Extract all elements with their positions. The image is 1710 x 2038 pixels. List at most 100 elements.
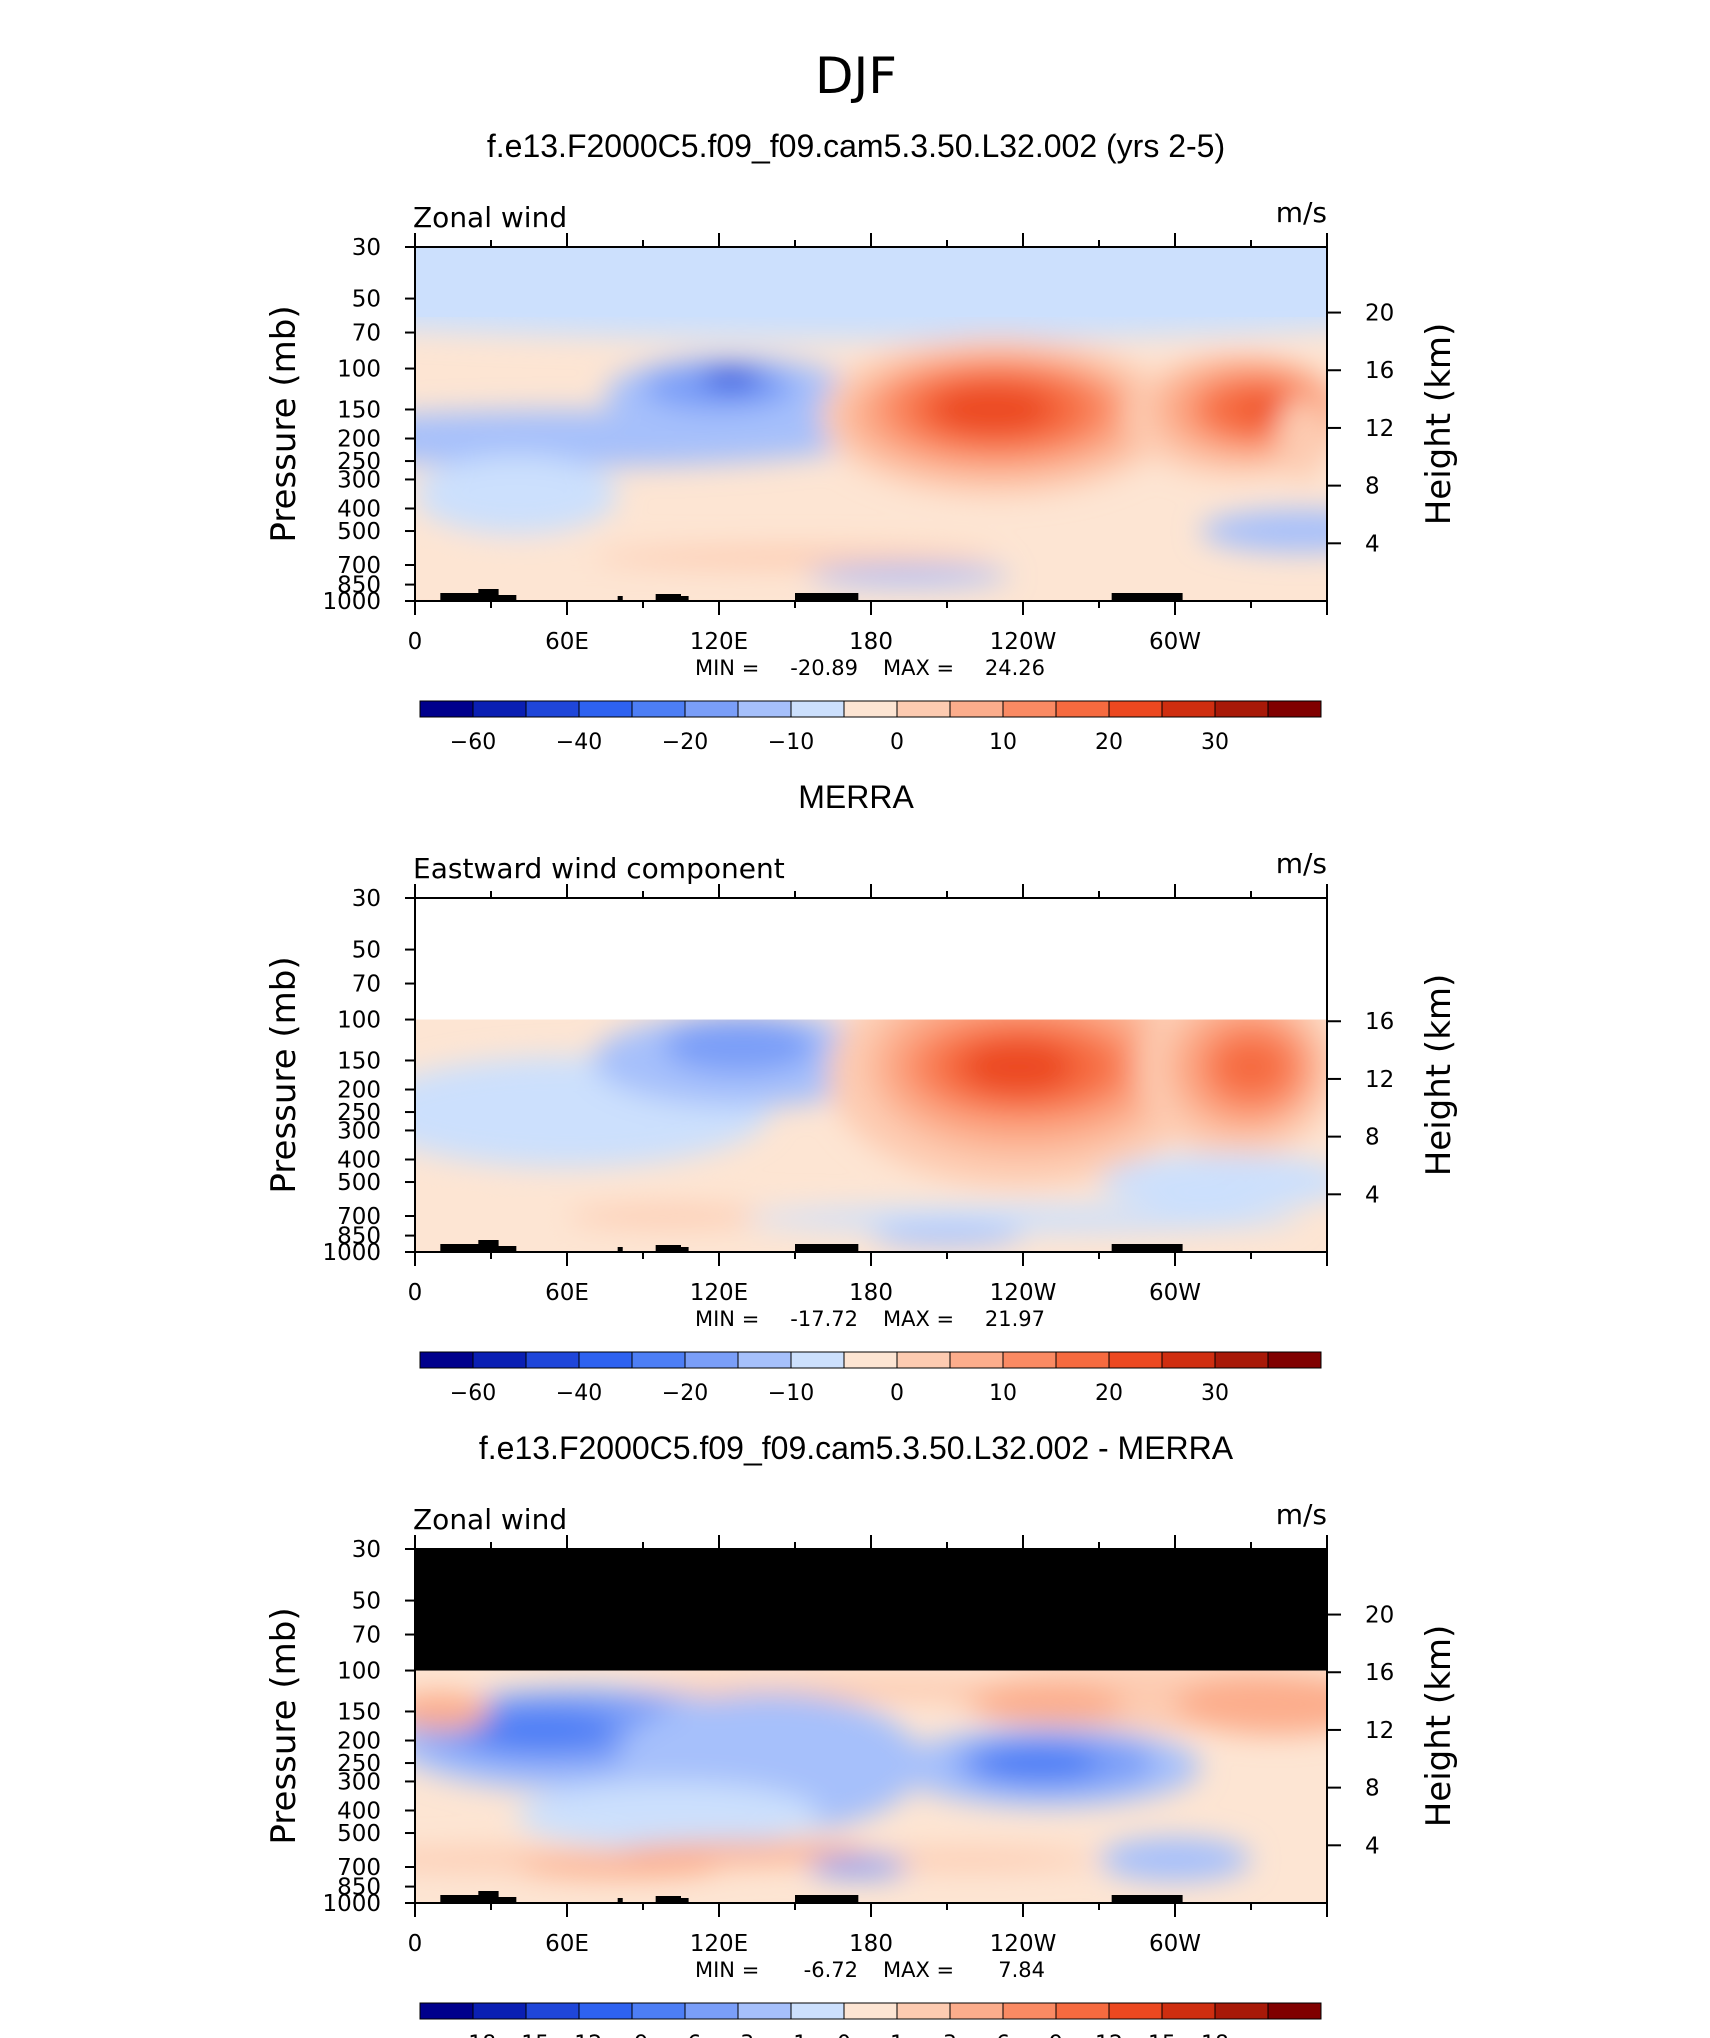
- contour-region: [962, 1040, 1074, 1094]
- x-tick-label: 120W: [990, 1931, 1057, 1957]
- colorbar-label: 0: [890, 1381, 904, 1406]
- colorbar-label: −18: [450, 2032, 496, 2038]
- x-tick-label: 180: [849, 629, 893, 655]
- colorbar-label: −10: [768, 730, 814, 755]
- colorbar-swatch: [737, 2002, 792, 2020]
- topography: [1111, 593, 1183, 601]
- x-tick-label: 0: [408, 1931, 423, 1957]
- colorbar-label: 0: [890, 730, 904, 755]
- colorbar-label: 15: [1148, 2032, 1176, 2038]
- colorbar-swatch: [1267, 700, 1322, 718]
- colorbar-swatch: [1214, 2002, 1269, 2020]
- y-tick-label: 700: [337, 1855, 381, 1881]
- height-tick-label: 12: [1365, 416, 1394, 442]
- y-tick-label: 200: [337, 1729, 381, 1755]
- missing-data-region: [415, 898, 1327, 1020]
- min-value: -20.89: [790, 656, 858, 680]
- y-axis-label: Pressure (mb): [264, 305, 304, 542]
- colorbar-swatch: [737, 1351, 792, 1369]
- colorbar-swatch: [631, 700, 686, 718]
- colorbar-swatch: [472, 1351, 527, 1369]
- colorbar-label: −15: [503, 2032, 549, 2038]
- colorbar-label: −60: [450, 1381, 496, 1406]
- right-axis-label: Height (km): [1419, 974, 1459, 1177]
- height-tick-label: 20: [1365, 1603, 1394, 1629]
- colorbar-swatch: [525, 1351, 580, 1369]
- colorbar-label: −60: [450, 730, 496, 755]
- y-tick-label: 70: [352, 972, 381, 998]
- colorbar-swatch: [949, 700, 1004, 718]
- topography: [491, 1897, 517, 1903]
- variable-label: Eastward wind component: [413, 852, 785, 885]
- colorbar-label: 9: [1049, 2032, 1063, 2038]
- colorbar-swatch: [1161, 2002, 1216, 2020]
- colorbar-swatch: [1161, 700, 1216, 718]
- y-tick-label: 400: [337, 496, 381, 522]
- x-tick-label: 120W: [990, 629, 1057, 655]
- units-label: m/s: [1276, 847, 1327, 880]
- contour-region: [931, 385, 1054, 434]
- colorbar-swatch: [684, 2002, 739, 2020]
- y-axis-label: Pressure (mb): [264, 956, 304, 1193]
- contour-region: [465, 1709, 618, 1750]
- height-tick-label: 16: [1365, 1009, 1394, 1035]
- contour-region: [1243, 399, 1284, 420]
- x-tick-label: 120E: [690, 1280, 748, 1306]
- height-tick-label: 8: [1365, 1776, 1380, 1802]
- topography: [673, 596, 689, 601]
- colorbar-swatch: [578, 700, 633, 718]
- topography: [795, 593, 859, 601]
- y-tick-label: 200: [337, 1078, 381, 1104]
- y-tick-label: 400: [337, 1798, 381, 1824]
- colorbar-swatch: [1108, 2002, 1163, 2020]
- panel-title: f.e13.F2000C5.f09_f09.cam5.3.50.L32.002 …: [479, 1430, 1234, 1466]
- contour-region: [845, 1849, 1099, 1870]
- colorbar-swatch: [1055, 700, 1110, 718]
- contour-region: [1099, 1153, 1327, 1211]
- y-tick-label: 850: [337, 1224, 381, 1250]
- colorbar-swatch: [1267, 1351, 1322, 1369]
- y-tick-label: 700: [337, 1204, 381, 1230]
- max-label: MAX =: [883, 1958, 954, 1982]
- y-tick-label: 500: [337, 1170, 381, 1196]
- colorbar-swatch: [419, 2002, 474, 2020]
- y-axis-label: Pressure (mb): [264, 1607, 304, 1844]
- height-tick-label: 12: [1365, 1067, 1394, 1093]
- x-tick-label: 0: [408, 1280, 423, 1306]
- colorbar-swatch: [1267, 2002, 1322, 2020]
- min-label: MIN =: [695, 656, 759, 680]
- variable-label: Zonal wind: [413, 201, 567, 234]
- max-value: 21.97: [985, 1307, 1045, 1331]
- x-tick-label: 120E: [690, 629, 748, 655]
- x-tick-label: 60W: [1149, 1280, 1201, 1306]
- topography: [617, 1247, 623, 1252]
- colorbar-swatch: [843, 1351, 898, 1369]
- colorbar-label: −40: [556, 1381, 602, 1406]
- height-tick-label: 4: [1365, 531, 1380, 557]
- y-tick-label: 50: [352, 287, 381, 313]
- season-title: DJF: [815, 47, 897, 105]
- y-tick-label: 70: [352, 321, 381, 347]
- height-tick-label: 12: [1365, 1718, 1394, 1744]
- topography: [673, 1247, 689, 1252]
- y-tick-label: 500: [337, 519, 381, 545]
- colorbar-label: −6: [669, 2032, 701, 2038]
- right-axis-label: Height (km): [1419, 1625, 1459, 1828]
- colorbar-swatch: [472, 2002, 527, 2020]
- colorbar-swatch: [896, 2002, 951, 2020]
- colorbar-label: −40: [556, 730, 602, 755]
- panel-2: MERRA Eastward wind component m/s 0 60E 120E 1…: [264, 779, 1459, 1406]
- max-value: 7.84: [998, 1958, 1045, 1982]
- y-tick-label: 150: [337, 397, 381, 423]
- topography: [440, 593, 491, 601]
- topography: [655, 594, 681, 601]
- min-label: MIN =: [695, 1958, 759, 1982]
- colorbar-label: 30: [1201, 730, 1229, 755]
- colorbar-label: 0: [837, 2032, 851, 2038]
- colorbar-label: 6: [996, 2032, 1010, 2038]
- contour-region: [807, 565, 1011, 586]
- contour-region: [1215, 1040, 1287, 1094]
- height-tick-label: 16: [1365, 358, 1394, 384]
- topography: [795, 1895, 859, 1903]
- contour-region: [516, 1856, 720, 1877]
